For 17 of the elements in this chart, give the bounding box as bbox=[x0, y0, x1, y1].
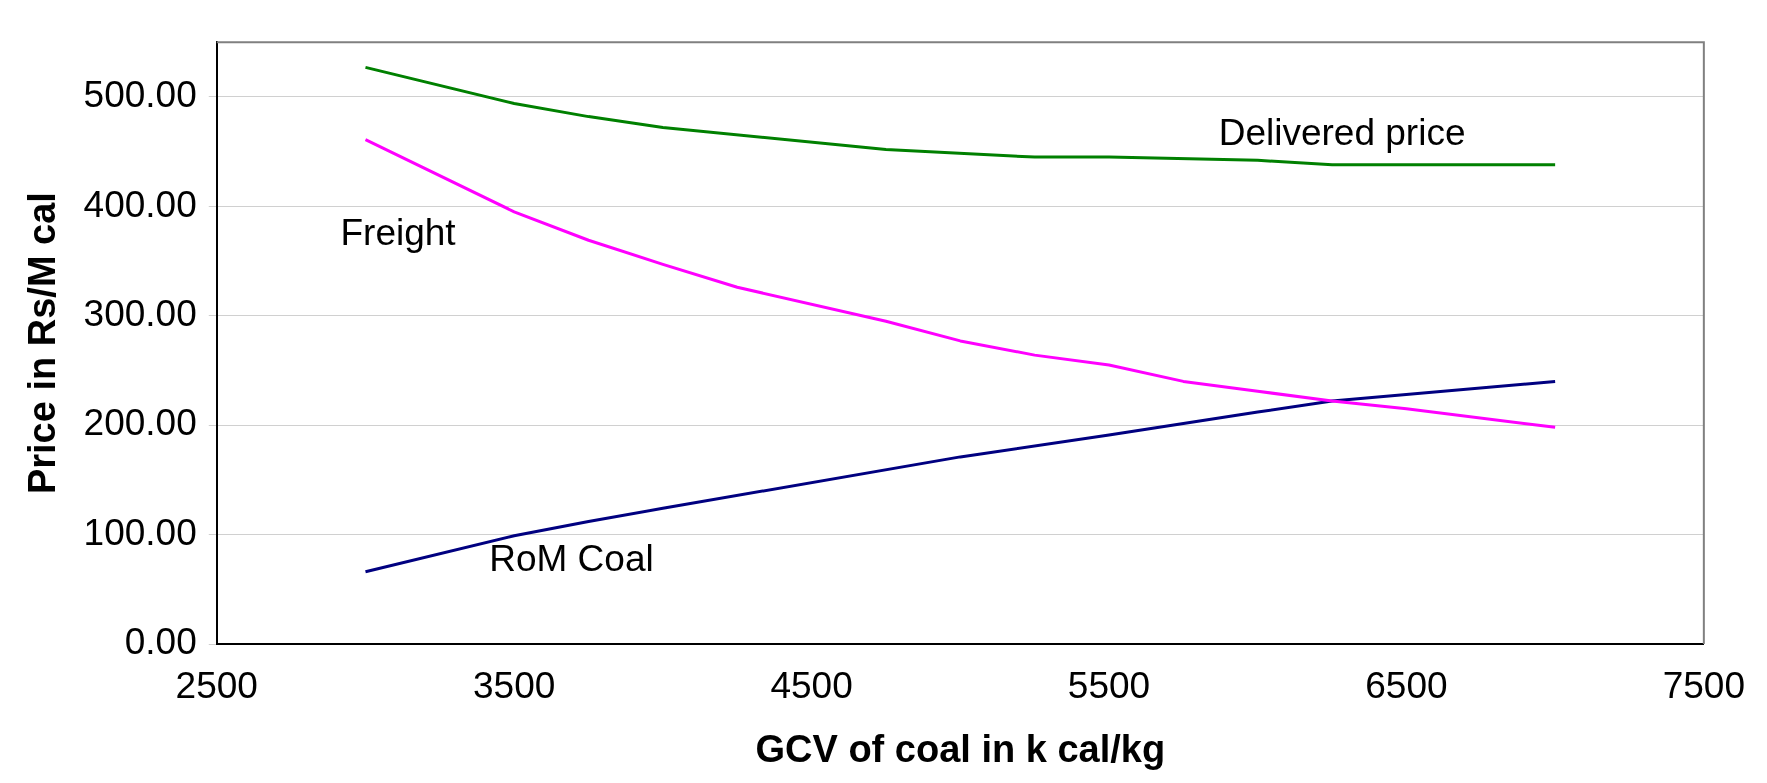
y-tick-label: 400.00 bbox=[83, 183, 197, 225]
y-tick-label: 300.00 bbox=[83, 292, 197, 334]
y-axis-title: Price in Rs/M cal bbox=[21, 192, 64, 495]
y-tick-label: 200.00 bbox=[83, 402, 197, 444]
y-tick-label: 0.00 bbox=[124, 621, 197, 663]
series-label: RoM Coal bbox=[489, 537, 654, 579]
x-tick-label: 4500 bbox=[770, 665, 853, 707]
series-label: Freight bbox=[340, 211, 457, 253]
x-tick-label: 3500 bbox=[473, 665, 556, 707]
x-tick-label: 7500 bbox=[1662, 665, 1745, 707]
x-tick-label: 2500 bbox=[175, 665, 258, 707]
y-tick-label: 100.00 bbox=[83, 511, 197, 553]
x-tick-label: 5500 bbox=[1067, 665, 1151, 707]
y-tick-label: 500.00 bbox=[83, 74, 197, 116]
series-label: Delivered price bbox=[1218, 111, 1466, 153]
x-tick-label: 6500 bbox=[1365, 665, 1448, 707]
x-axis-title: GCV of coal in k cal/kg bbox=[755, 727, 1166, 770]
